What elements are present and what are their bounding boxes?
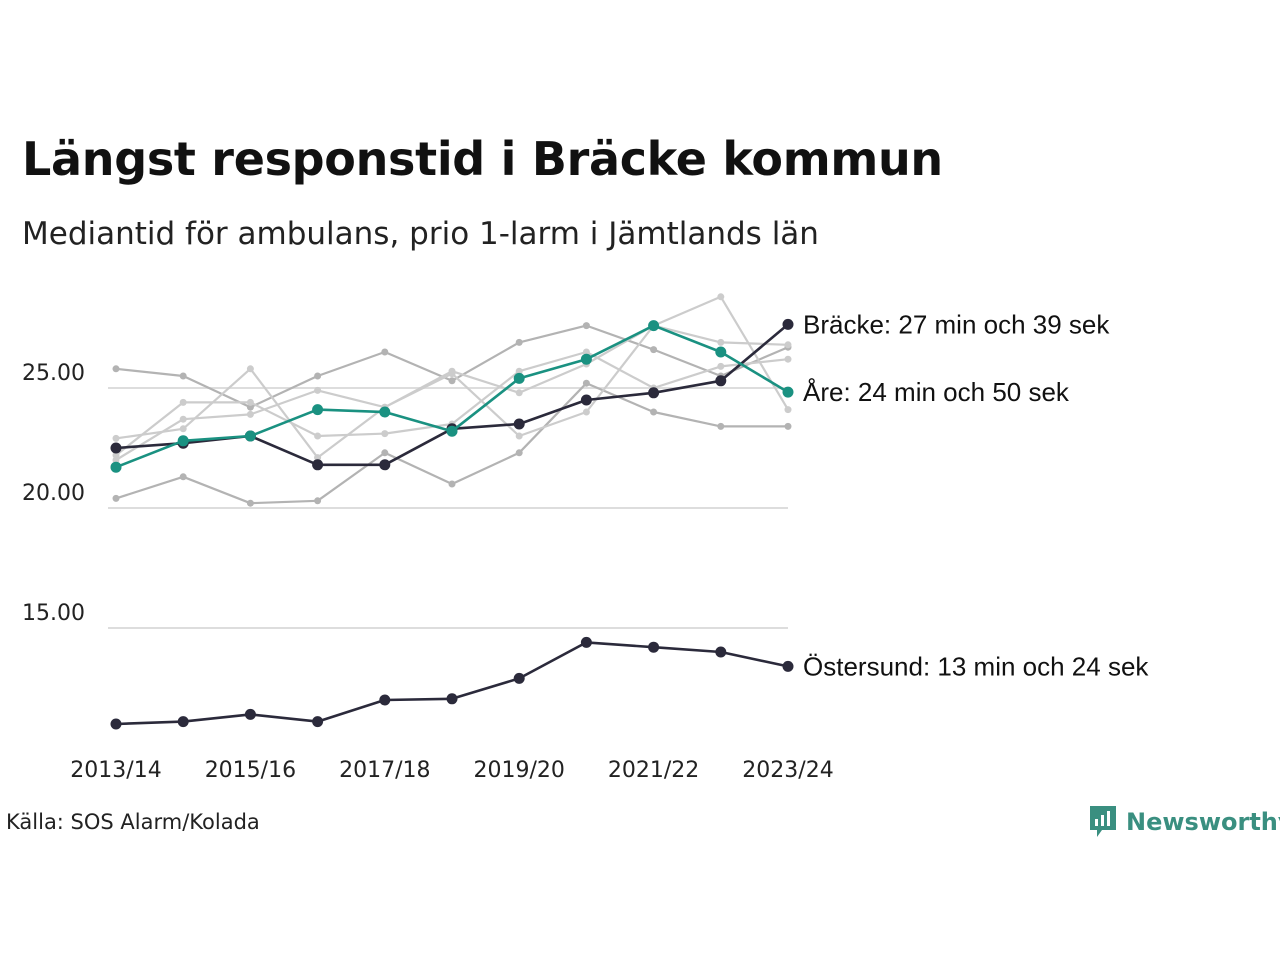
series-end-label: Östersund: 13 min och 24 sek	[803, 651, 1149, 681]
data-point	[177, 716, 189, 728]
data-point-other	[112, 451, 120, 459]
series-end-label: Åre: 24 min och 50 sek	[803, 377, 1070, 407]
data-point	[379, 694, 391, 706]
y-tick-label: 15.00	[22, 601, 85, 626]
data-point	[580, 353, 592, 365]
data-point-other	[112, 434, 120, 442]
data-point	[379, 406, 391, 418]
data-point	[580, 394, 592, 406]
data-point	[648, 387, 660, 399]
data-point-other	[717, 338, 725, 346]
x-tick-label: 2013/14	[70, 758, 161, 783]
data-point-other	[246, 398, 254, 406]
data-point-other	[448, 367, 456, 375]
data-point-other	[582, 348, 590, 356]
data-point-other	[112, 365, 120, 373]
series-end-label: Bräcke: 27 min och 39 sek	[803, 309, 1110, 339]
data-point-other	[582, 379, 590, 387]
data-point	[446, 693, 458, 705]
series-line-åre	[115, 324, 789, 469]
data-point-other	[717, 362, 725, 370]
data-point-other	[717, 422, 725, 430]
data-point	[580, 636, 592, 648]
data-point	[715, 346, 727, 358]
data-point-other	[515, 432, 523, 440]
data-point-other	[650, 346, 658, 354]
data-point	[446, 425, 458, 437]
data-point-other	[515, 367, 523, 375]
data-point-other	[515, 389, 523, 397]
data-point-other	[582, 408, 590, 416]
data-point	[244, 430, 256, 442]
data-point-other	[179, 425, 187, 433]
data-point-other	[246, 499, 254, 507]
chart-title: Längst responstid i Bräcke kommun	[22, 132, 943, 186]
data-point-other	[650, 408, 658, 416]
series-line-östersund	[115, 641, 789, 726]
data-point-other	[381, 449, 389, 457]
y-tick-label: 20.00	[22, 481, 85, 506]
data-point-other	[314, 454, 322, 462]
data-point	[782, 660, 794, 672]
data-point	[513, 418, 525, 430]
y-tick-label: 25.00	[22, 361, 85, 386]
brand-logo: Newsworthy	[1088, 804, 1280, 840]
data-point	[513, 372, 525, 384]
chart-subtitle: Mediantid för ambulans, prio 1-larm i Jä…	[22, 216, 819, 252]
data-point	[110, 718, 122, 730]
data-point	[648, 641, 660, 653]
data-point-other	[381, 348, 389, 356]
data-point-other	[314, 386, 322, 394]
data-point	[648, 320, 660, 332]
brand-name: Newsworthy	[1126, 808, 1280, 836]
data-point-other	[179, 473, 187, 481]
data-point	[110, 442, 122, 454]
data-point-other	[582, 322, 590, 330]
data-point-other	[246, 410, 254, 418]
data-point-other	[448, 480, 456, 488]
data-point-other	[784, 355, 792, 363]
data-point-other	[381, 430, 389, 438]
data-point	[379, 459, 391, 471]
data-point	[513, 672, 525, 684]
data-point-other	[784, 422, 792, 430]
data-point-other	[784, 341, 792, 349]
data-point	[110, 461, 122, 473]
data-point	[715, 375, 727, 387]
newsworthy-logo-icon	[1090, 806, 1116, 837]
data-point-other	[179, 398, 187, 406]
data-point-other	[112, 456, 120, 464]
data-point-other	[784, 406, 792, 414]
x-tick-label: 2023/24	[742, 758, 833, 783]
data-point	[177, 435, 189, 447]
data-point-other	[448, 377, 456, 385]
source-note: Källa: SOS Alarm/Kolada	[6, 810, 260, 834]
data-point-other	[246, 365, 254, 373]
data-point	[715, 646, 727, 658]
x-tick-label: 2021/22	[608, 758, 699, 783]
x-tick-label: 2019/20	[473, 758, 564, 783]
data-point	[782, 386, 794, 398]
x-tick-label: 2015/16	[205, 758, 296, 783]
data-point-other	[179, 372, 187, 380]
data-point-other	[314, 372, 322, 380]
data-point-other	[179, 415, 187, 423]
data-point-other	[314, 497, 322, 505]
data-point-other	[515, 449, 523, 457]
data-point-other	[112, 494, 120, 502]
data-point-other	[314, 432, 322, 440]
data-point-other	[515, 338, 523, 346]
data-point-other	[246, 403, 254, 411]
data-point	[312, 716, 324, 728]
data-point	[312, 404, 324, 416]
x-tick-label: 2017/18	[339, 758, 430, 783]
data-point	[312, 459, 324, 471]
series-line-bräcke	[115, 323, 789, 467]
data-point	[782, 318, 794, 330]
data-point-other	[717, 293, 725, 301]
data-point	[244, 708, 256, 720]
